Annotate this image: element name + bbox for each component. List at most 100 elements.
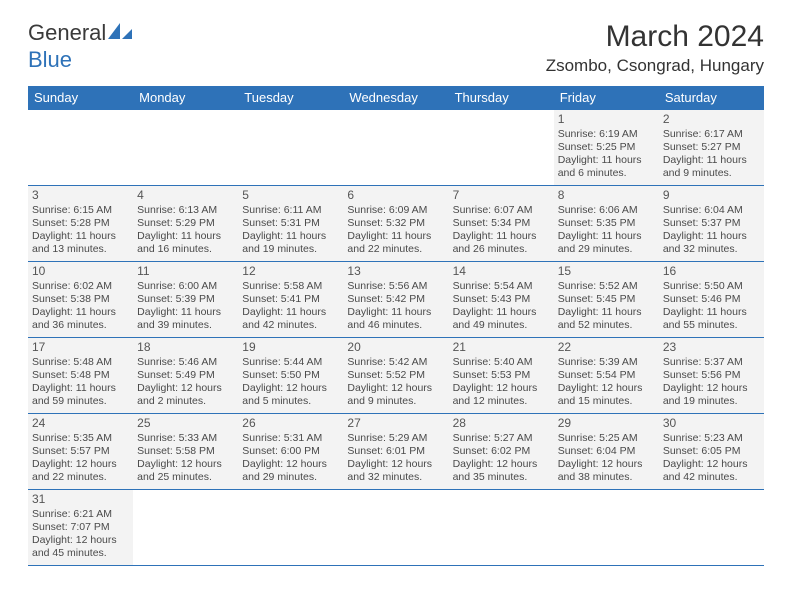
calendar-week: 10Sunrise: 6:02 AMSunset: 5:38 PMDayligh… — [28, 262, 764, 338]
day-number: 8 — [558, 188, 655, 203]
day-number: 21 — [453, 340, 550, 355]
day-number: 24 — [32, 416, 129, 431]
day-header: Tuesday — [238, 86, 343, 110]
day-detail: and 2 minutes. — [137, 395, 234, 408]
day-detail: Sunrise: 6:13 AM — [137, 204, 234, 217]
day-detail: Daylight: 11 hours — [137, 306, 234, 319]
calendar-cell — [449, 490, 554, 566]
day-header: Friday — [554, 86, 659, 110]
day-detail: Daylight: 12 hours — [663, 458, 760, 471]
day-detail: Sunset: 5:52 PM — [347, 369, 444, 382]
day-detail: and 29 minutes. — [558, 243, 655, 256]
calendar-cell: 25Sunrise: 5:33 AMSunset: 5:58 PMDayligh… — [133, 414, 238, 490]
day-detail: Sunrise: 6:04 AM — [663, 204, 760, 217]
calendar-cell: 3Sunrise: 6:15 AMSunset: 5:28 PMDaylight… — [28, 186, 133, 262]
calendar-week: 3Sunrise: 6:15 AMSunset: 5:28 PMDaylight… — [28, 186, 764, 262]
day-detail: Sunset: 6:00 PM — [242, 445, 339, 458]
day-detail: Sunrise: 5:25 AM — [558, 432, 655, 445]
calendar-body: 1Sunrise: 6:19 AMSunset: 5:25 PMDaylight… — [28, 110, 764, 566]
day-header: Wednesday — [343, 86, 448, 110]
calendar-cell: 12Sunrise: 5:58 AMSunset: 5:41 PMDayligh… — [238, 262, 343, 338]
day-number: 2 — [663, 112, 760, 127]
day-detail: Sunrise: 5:50 AM — [663, 280, 760, 293]
day-detail: Sunrise: 6:09 AM — [347, 204, 444, 217]
day-detail: Sunrise: 5:44 AM — [242, 356, 339, 369]
day-number: 9 — [663, 188, 760, 203]
day-detail: Daylight: 12 hours — [32, 534, 129, 547]
day-detail: Sunrise: 5:27 AM — [453, 432, 550, 445]
day-detail: Sunset: 5:42 PM — [347, 293, 444, 306]
day-detail: Sunset: 7:07 PM — [32, 521, 129, 534]
day-number: 27 — [347, 416, 444, 431]
day-detail: Sunset: 5:54 PM — [558, 369, 655, 382]
day-detail: Sunrise: 5:56 AM — [347, 280, 444, 293]
day-detail: Sunrise: 5:40 AM — [453, 356, 550, 369]
logo-text-main: General — [28, 20, 106, 45]
day-number: 14 — [453, 264, 550, 279]
day-detail: Sunset: 5:38 PM — [32, 293, 129, 306]
day-detail: Sunset: 5:50 PM — [242, 369, 339, 382]
day-detail: Daylight: 11 hours — [242, 230, 339, 243]
day-detail: Daylight: 11 hours — [663, 306, 760, 319]
day-detail: Sunrise: 5:46 AM — [137, 356, 234, 369]
day-detail: Sunrise: 5:42 AM — [347, 356, 444, 369]
calendar-cell — [343, 110, 448, 186]
day-detail: Sunset: 5:43 PM — [453, 293, 550, 306]
location: Zsombo, Csongrad, Hungary — [546, 56, 764, 76]
day-detail: Daylight: 11 hours — [32, 306, 129, 319]
day-detail: Sunset: 5:41 PM — [242, 293, 339, 306]
calendar-cell — [343, 490, 448, 566]
day-number: 29 — [558, 416, 655, 431]
day-detail: Sunset: 5:25 PM — [558, 141, 655, 154]
day-number: 13 — [347, 264, 444, 279]
day-detail: Sunrise: 5:33 AM — [137, 432, 234, 445]
day-detail: and 49 minutes. — [453, 319, 550, 332]
day-detail: Sunset: 5:27 PM — [663, 141, 760, 154]
day-number: 22 — [558, 340, 655, 355]
day-detail: Daylight: 12 hours — [137, 458, 234, 471]
calendar-cell: 13Sunrise: 5:56 AMSunset: 5:42 PMDayligh… — [343, 262, 448, 338]
calendar-cell: 19Sunrise: 5:44 AMSunset: 5:50 PMDayligh… — [238, 338, 343, 414]
day-header: Sunday — [28, 86, 133, 110]
day-number: 18 — [137, 340, 234, 355]
day-detail: and 59 minutes. — [32, 395, 129, 408]
day-detail: Daylight: 12 hours — [137, 382, 234, 395]
calendar-week: 1Sunrise: 6:19 AMSunset: 5:25 PMDaylight… — [28, 110, 764, 186]
day-detail: Sunrise: 5:31 AM — [242, 432, 339, 445]
calendar-table: Sunday Monday Tuesday Wednesday Thursday… — [28, 86, 764, 566]
day-detail: Sunset: 5:53 PM — [453, 369, 550, 382]
day-detail: Daylight: 11 hours — [32, 230, 129, 243]
logo-text-accent: Blue — [28, 47, 72, 72]
day-detail: and 16 minutes. — [137, 243, 234, 256]
day-detail: Sunrise: 6:15 AM — [32, 204, 129, 217]
sail-icon — [106, 21, 134, 47]
day-detail: Sunset: 5:39 PM — [137, 293, 234, 306]
day-detail: Sunset: 5:29 PM — [137, 217, 234, 230]
day-detail: and 19 minutes. — [663, 395, 760, 408]
day-detail: Sunrise: 5:52 AM — [558, 280, 655, 293]
calendar-cell: 18Sunrise: 5:46 AMSunset: 5:49 PMDayligh… — [133, 338, 238, 414]
day-detail: Daylight: 12 hours — [242, 382, 339, 395]
day-detail: Daylight: 11 hours — [663, 154, 760, 167]
calendar-cell — [28, 110, 133, 186]
title-block: March 2024 Zsombo, Csongrad, Hungary — [546, 20, 764, 76]
calendar-cell: 30Sunrise: 5:23 AMSunset: 6:05 PMDayligh… — [659, 414, 764, 490]
day-detail: and 9 minutes. — [347, 395, 444, 408]
day-number: 12 — [242, 264, 339, 279]
calendar-cell: 23Sunrise: 5:37 AMSunset: 5:56 PMDayligh… — [659, 338, 764, 414]
day-detail: Sunset: 5:37 PM — [663, 217, 760, 230]
calendar-cell: 11Sunrise: 6:00 AMSunset: 5:39 PMDayligh… — [133, 262, 238, 338]
day-detail: Daylight: 11 hours — [453, 306, 550, 319]
day-detail: Daylight: 12 hours — [32, 458, 129, 471]
day-detail: and 36 minutes. — [32, 319, 129, 332]
day-detail: and 22 minutes. — [347, 243, 444, 256]
day-detail: and 25 minutes. — [137, 471, 234, 484]
calendar-cell: 9Sunrise: 6:04 AMSunset: 5:37 PMDaylight… — [659, 186, 764, 262]
day-number: 20 — [347, 340, 444, 355]
day-detail: Sunrise: 6:19 AM — [558, 128, 655, 141]
day-detail: Daylight: 12 hours — [347, 382, 444, 395]
day-detail: and 38 minutes. — [558, 471, 655, 484]
day-number: 16 — [663, 264, 760, 279]
calendar-cell: 1Sunrise: 6:19 AMSunset: 5:25 PMDaylight… — [554, 110, 659, 186]
day-detail: Daylight: 12 hours — [242, 458, 339, 471]
